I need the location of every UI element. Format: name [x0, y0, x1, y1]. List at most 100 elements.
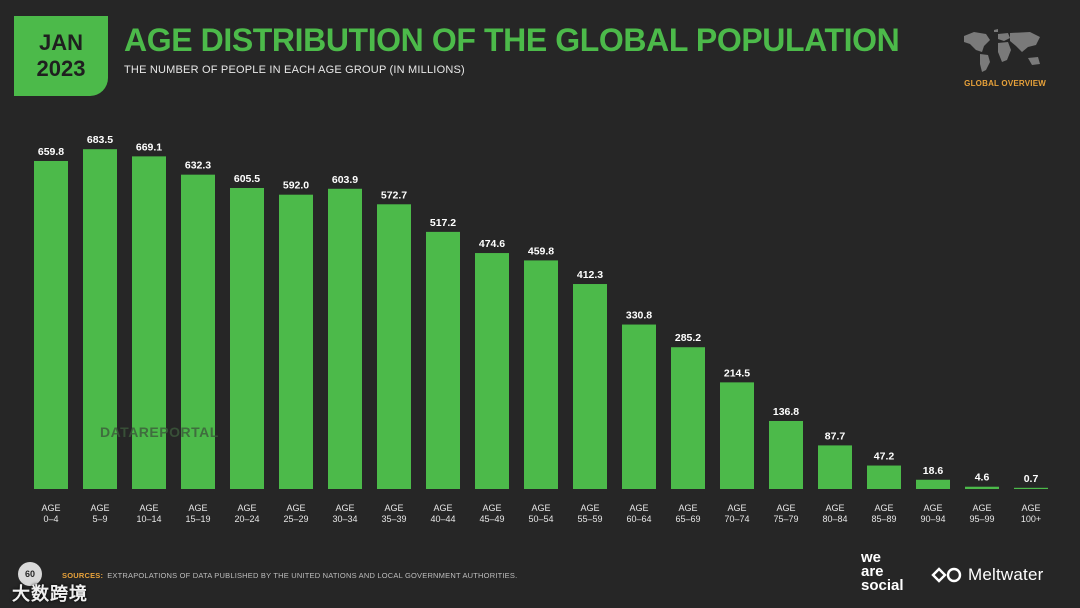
x-tick-label: AGE: [188, 503, 207, 513]
x-tick-label: 55–59: [577, 514, 602, 524]
bar-value-label: 592.0: [283, 180, 309, 192]
bar: [83, 149, 117, 489]
bar: [475, 253, 509, 489]
x-tick-label: AGE: [580, 503, 599, 513]
bar: [279, 194, 313, 490]
logo-line-2: are: [861, 563, 884, 580]
sources-note: SOURCES: EXTRAPOLATIONS OF DATA PUBLISHED…: [62, 571, 517, 580]
bar: [965, 486, 999, 489]
bar-value-label: 412.3: [577, 269, 603, 281]
bar: [916, 479, 950, 489]
bar-value-label: 603.9: [332, 174, 358, 186]
x-tick-label: 0–4: [43, 514, 58, 524]
x-tick-label: AGE: [433, 503, 452, 513]
bar-value-label: 683.5: [87, 134, 113, 146]
meltwater-name: Meltwater: [968, 565, 1044, 584]
x-tick-label: 70–74: [724, 514, 749, 524]
chart-subtitle: THE NUMBER OF PEOPLE IN EACH AGE GROUP (…: [124, 64, 465, 76]
bar-value-label: 669.1: [136, 141, 162, 153]
logo-line-3: social: [861, 577, 904, 594]
bar: [524, 260, 558, 489]
x-tick-label: AGE: [335, 503, 354, 513]
x-tick-label: 85–89: [871, 514, 896, 524]
x-tick-label: 50–54: [528, 514, 553, 524]
x-tick-label: AGE: [384, 503, 403, 513]
chart-title: AGE DISTRIBUTION OF THE GLOBAL POPULATIO…: [124, 22, 900, 58]
x-tick-label: AGE: [1021, 503, 1040, 513]
bar-value-label: 4.6: [975, 472, 990, 484]
x-tick-label: 65–69: [675, 514, 700, 524]
x-tick-label: AGE: [237, 503, 256, 513]
bar-value-label: 47.2: [874, 451, 895, 463]
x-tick-label: AGE: [776, 503, 795, 513]
x-tick-label: 40–44: [430, 514, 455, 524]
world-map-icon: [964, 29, 1040, 72]
x-tick-label: AGE: [727, 503, 746, 513]
datareportal-watermark: DATAREPORTAL: [100, 424, 219, 440]
x-tick-label: AGE: [972, 503, 991, 513]
bar-value-label: 605.5: [234, 173, 260, 185]
bar: [818, 445, 852, 489]
bar: [622, 324, 656, 489]
x-tick-label: AGE: [678, 503, 697, 513]
bar-value-label: 18.6: [923, 465, 944, 477]
bar: [671, 347, 705, 489]
x-tick-label: 80–84: [822, 514, 847, 524]
x-tick-label: AGE: [90, 503, 109, 513]
x-tick-label: AGE: [41, 503, 60, 513]
x-tick-label: 45–49: [479, 514, 504, 524]
x-tick-label: 35–39: [381, 514, 406, 524]
bar-value-label: 136.8: [773, 406, 799, 418]
x-tick-label: AGE: [531, 503, 550, 513]
watermark-stamp: 大数跨境: [12, 584, 88, 604]
we-are-social-logo: we are social: [861, 549, 921, 594]
date-badge: JAN 2023: [14, 16, 108, 96]
page-number: 60: [18, 562, 42, 586]
bar-value-label: 214.5: [724, 367, 750, 379]
bar: [720, 382, 754, 489]
badge-month: JAN: [38, 30, 83, 55]
x-tick-label: 15–19: [185, 514, 210, 524]
meltwater-icon: [931, 567, 962, 583]
x-tick-label: 30–34: [332, 514, 357, 524]
meltwater-logo: Meltwater: [930, 565, 1044, 585]
bar: [181, 174, 215, 490]
bar-value-label: 0.7: [1024, 473, 1039, 485]
x-tick-label: 75–79: [773, 514, 798, 524]
logo-line-1: we: [861, 549, 882, 566]
bar: [377, 204, 411, 489]
x-tick-label: 25–29: [283, 514, 308, 524]
x-tick-label: 20–24: [234, 514, 259, 524]
x-tick-label: 60–64: [626, 514, 651, 524]
bar: [34, 160, 68, 489]
bar: [426, 231, 460, 489]
x-tick-label: 5–9: [92, 514, 107, 524]
bar: [132, 156, 166, 490]
bar-value-label: 285.2: [675, 332, 701, 344]
x-tick-label: AGE: [482, 503, 501, 513]
x-tick-label: AGE: [629, 503, 648, 513]
bar: [230, 187, 264, 490]
bar: [1014, 487, 1048, 489]
badge-year: 2023: [36, 56, 86, 81]
bar-value-label: 517.2: [430, 217, 456, 229]
bar-value-label: 572.7: [381, 189, 407, 201]
bar-value-label: 87.7: [825, 430, 846, 442]
bar-value-label: 459.8: [528, 245, 554, 257]
x-tick-label: 90–94: [920, 514, 945, 524]
x-tick-label: AGE: [139, 503, 158, 513]
bar: [328, 188, 362, 489]
sources-label: SOURCES:: [62, 571, 104, 580]
section-label: GLOBAL OVERVIEW: [964, 79, 1046, 88]
bar: [769, 420, 803, 489]
x-tick-label: AGE: [923, 503, 942, 513]
bar-value-label: 632.3: [185, 160, 211, 172]
x-tick-label: AGE: [825, 503, 844, 513]
bar-value-label: 474.6: [479, 238, 505, 250]
x-tick-label: 10–14: [136, 514, 161, 524]
bar-value-label: 330.8: [626, 310, 652, 322]
bar-value-label: 659.8: [38, 146, 64, 158]
x-tick-label: AGE: [874, 503, 893, 513]
x-tick-label: 100+: [1021, 514, 1041, 524]
